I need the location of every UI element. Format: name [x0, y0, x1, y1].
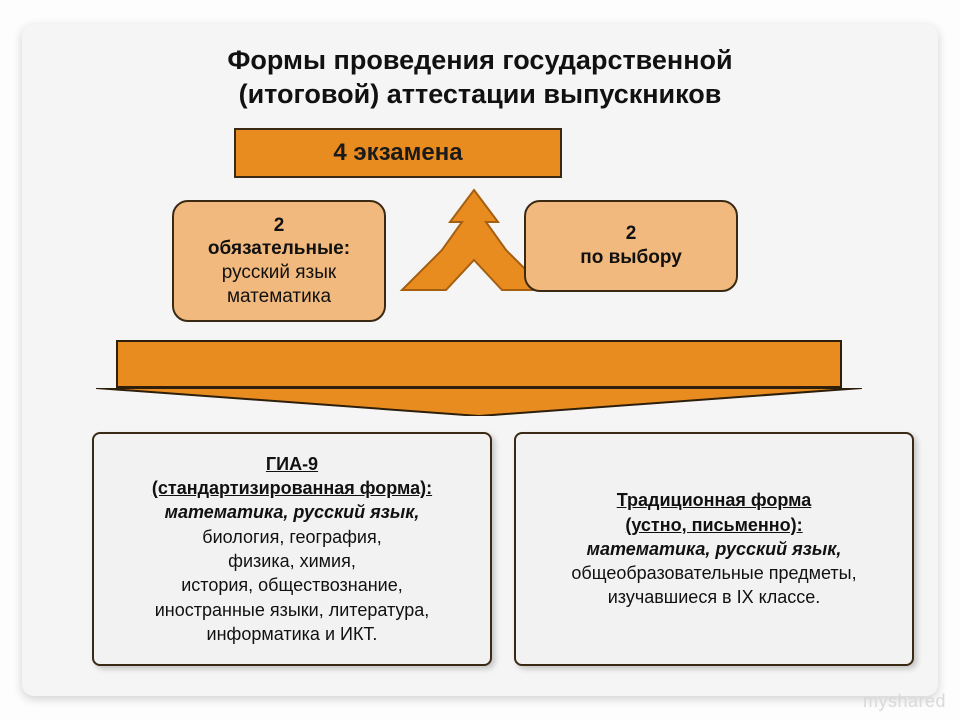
- trad-heading-2: (устно, письменно):: [625, 513, 802, 537]
- gia9-line-1: биология, география,: [202, 525, 381, 549]
- header-box-4-exams: 4 экзамена: [234, 128, 562, 178]
- trad-heading-1: Традиционная форма: [617, 488, 812, 512]
- elective-label: по выбору: [580, 246, 682, 270]
- gia9-line-5: информатика и ИКТ.: [207, 622, 378, 646]
- trad-line-2: изучавшиеся в IX классе.: [608, 585, 820, 609]
- mandatory-count: 2: [274, 214, 285, 238]
- gia9-info-box: ГИА-9 (стандартизированная форма): матем…: [92, 432, 492, 666]
- mandatory-subjects-box: 2 обязательные: русский язык математика: [172, 200, 386, 322]
- big-arrow-bar: [116, 340, 842, 388]
- slide-title: Формы проведения государственной (итогов…: [22, 44, 938, 112]
- big-arrow-tip-icon: [96, 388, 862, 416]
- header-text: 4 экзамена: [333, 139, 462, 167]
- traditional-form-info-box: Традиционная форма (устно, письменно): м…: [514, 432, 914, 666]
- elective-subjects-box: 2 по выбору: [524, 200, 738, 292]
- gia9-line-2: физика, химия,: [228, 549, 356, 573]
- gia9-heading-1: ГИА-9: [266, 452, 318, 476]
- gia9-core-subjects: математика, русский язык,: [165, 500, 420, 524]
- trad-line-1: общеобразовательные предметы,: [571, 561, 856, 585]
- gia9-heading-2: (стандартизированная форма):: [152, 476, 432, 500]
- mandatory-subject-1: русский язык: [222, 261, 336, 285]
- mandatory-label: обязательные:: [208, 237, 350, 261]
- slide-canvas: Формы проведения государственной (итогов…: [22, 24, 938, 696]
- mandatory-subject-2: математика: [227, 285, 331, 309]
- title-line-2: (итоговой) аттестации выпускников: [239, 79, 722, 109]
- title-line-1: Формы проведения государственной: [227, 45, 732, 75]
- elective-count: 2: [626, 222, 637, 246]
- trad-core-subjects: математика, русский язык,: [587, 537, 842, 561]
- watermark-text: myshared: [863, 691, 946, 712]
- gia9-line-3: история, обществознание,: [181, 573, 402, 597]
- gia9-line-4: иностранные языки, литература,: [155, 598, 429, 622]
